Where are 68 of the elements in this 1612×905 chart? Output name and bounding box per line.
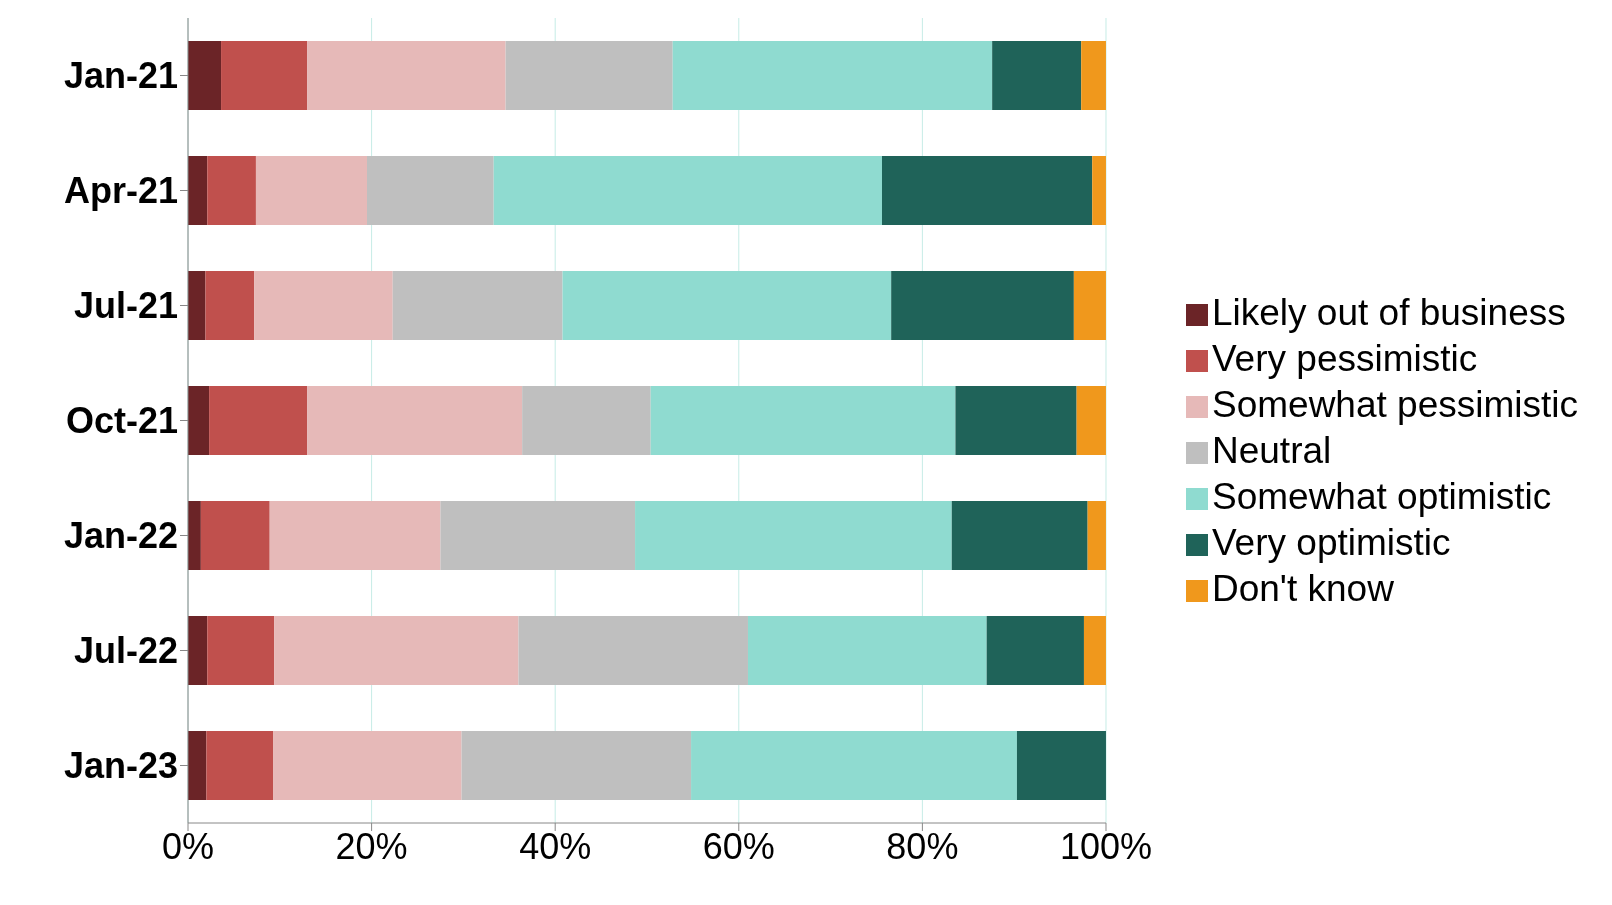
bar — [691, 731, 1017, 800]
y-tick-label: Apr-21 — [63, 170, 178, 212]
legend-label: Very optimistic — [1211, 521, 1451, 563]
bar — [1083, 616, 1106, 685]
bar — [188, 156, 208, 225]
bar — [505, 41, 673, 110]
legend-label: Neutral — [1211, 429, 1332, 471]
bar — [221, 41, 308, 110]
x-tick-label: 20% — [335, 825, 408, 867]
bar — [992, 41, 1082, 110]
legend-label: Somewhat optimistic — [1211, 475, 1552, 517]
legend-label: Likely out of business — [1211, 291, 1566, 333]
bar — [307, 386, 523, 455]
bar — [440, 501, 636, 570]
bar — [188, 41, 222, 110]
bar — [273, 731, 462, 800]
x-tick-label: 40% — [519, 825, 592, 867]
x-tick-label: 80% — [886, 825, 959, 867]
bar — [747, 616, 987, 685]
legend-label: Very pessimistic — [1211, 337, 1478, 379]
bar — [891, 271, 1074, 340]
bar — [951, 501, 1088, 570]
bar — [188, 271, 206, 340]
bar — [1016, 731, 1106, 800]
bar — [1092, 156, 1106, 225]
bar — [392, 271, 563, 340]
bar — [955, 386, 1077, 455]
bar — [188, 501, 201, 570]
y-tick-label: Jul-22 — [73, 630, 178, 672]
bar — [986, 616, 1084, 685]
y-tick-label: Jan-23 — [63, 745, 178, 787]
bar — [254, 271, 393, 340]
bar — [1076, 386, 1106, 455]
bar — [367, 156, 494, 225]
bar — [493, 156, 882, 225]
y-tick-label: Oct-21 — [65, 400, 178, 442]
legend-label: Don't know — [1211, 567, 1394, 609]
bar — [209, 386, 308, 455]
bar — [882, 156, 1093, 225]
bar — [1087, 501, 1106, 570]
bar — [207, 616, 275, 685]
bar — [200, 501, 270, 570]
bar — [188, 731, 207, 800]
legend-label: Somewhat pessimistic — [1211, 383, 1578, 425]
bar — [1081, 41, 1106, 110]
bar — [522, 386, 651, 455]
bar — [269, 501, 441, 570]
x-tick-label: 60% — [702, 825, 775, 867]
bar — [307, 41, 506, 110]
x-tick-label: 100% — [1059, 825, 1153, 867]
bar — [1073, 271, 1106, 340]
bar — [461, 731, 692, 800]
bar — [562, 271, 892, 340]
y-tick-label: Jul-21 — [73, 285, 178, 327]
bar — [206, 731, 274, 800]
bar — [672, 41, 993, 110]
bar — [207, 156, 256, 225]
bar — [205, 271, 255, 340]
bar — [188, 386, 210, 455]
bar — [255, 156, 368, 225]
x-tick-label: 0% — [161, 825, 215, 867]
bar — [274, 616, 519, 685]
bar — [518, 616, 748, 685]
y-tick-label: Jan-21 — [63, 55, 178, 97]
bar — [188, 616, 208, 685]
y-tick-label: Jan-22 — [63, 515, 178, 557]
bar — [650, 386, 956, 455]
bar — [635, 501, 952, 570]
